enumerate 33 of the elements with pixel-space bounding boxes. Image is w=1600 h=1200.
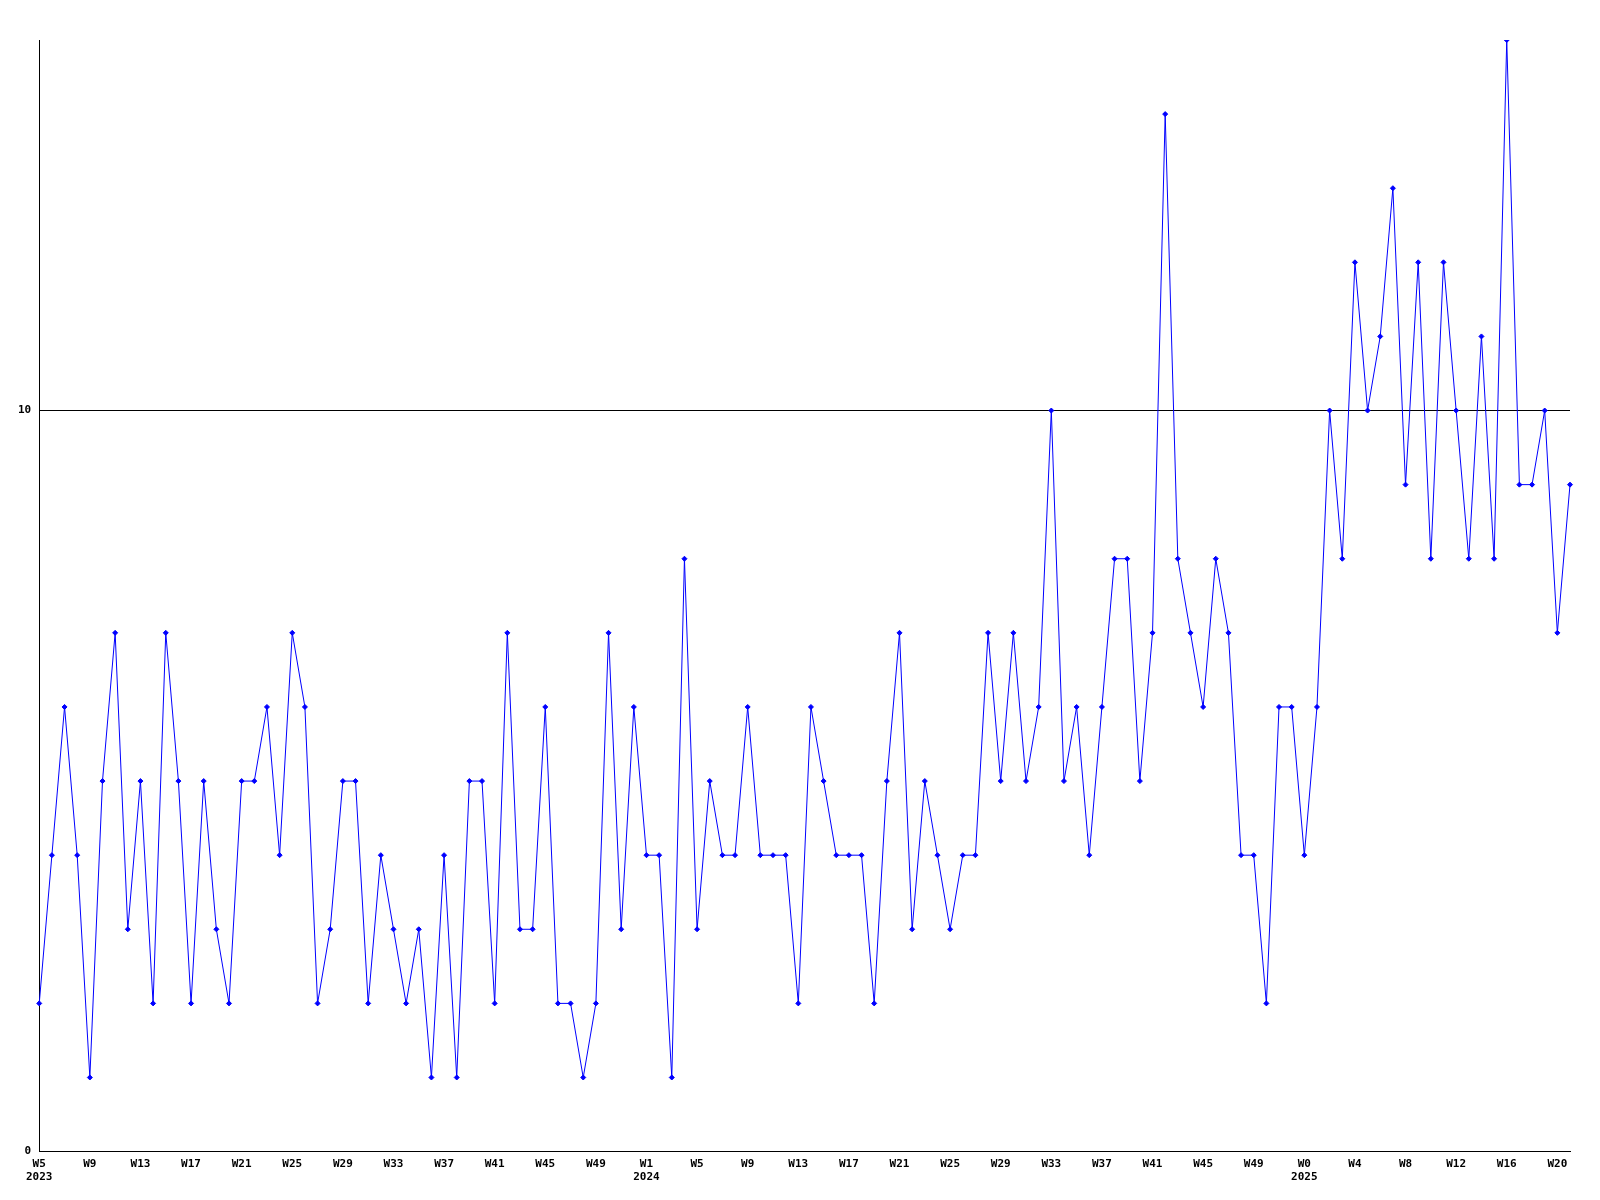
x-tick-label: W21	[889, 1157, 910, 1171]
x-tick-label: W45	[535, 1157, 556, 1171]
x-tick-label: W21	[231, 1157, 252, 1171]
x-tick-label: W37	[1091, 1157, 1112, 1171]
x-tick-label: W17	[181, 1157, 201, 1171]
x-tick-label: W41	[1142, 1157, 1163, 1171]
x-tick-label: W49	[585, 1157, 606, 1171]
x-tick-label: W8	[1398, 1157, 1413, 1171]
x-tick-label: W5	[690, 1157, 704, 1171]
x-tick-label: W12	[1446, 1157, 1467, 1171]
x-tick-label: W16	[1496, 1157, 1518, 1171]
x-tick-label: W5 2023	[26, 1157, 53, 1184]
x-tick-label: W41	[484, 1157, 505, 1171]
x-tick-label: W37	[434, 1157, 455, 1171]
x-tick-label: W29	[332, 1157, 353, 1171]
x-tick-label: W4	[1348, 1157, 1362, 1171]
x-tick-label: W17	[838, 1157, 859, 1171]
x-tick-label: W0 2025	[1291, 1157, 1318, 1184]
x-tick-label: W25	[940, 1157, 961, 1171]
x-tick-label: W33	[1041, 1157, 1062, 1171]
x-tick-label: W29	[990, 1157, 1011, 1171]
x-tick-label: W20	[1547, 1157, 1568, 1171]
x-tick-label: W13	[130, 1157, 151, 1171]
x-tick-label: W9	[741, 1157, 755, 1171]
x-tick-label: W9	[83, 1157, 97, 1171]
x-tick-label: W25	[282, 1157, 303, 1171]
x-tick-label: W33	[383, 1157, 404, 1171]
y-tick-label: 0	[24, 1144, 32, 1158]
x-tick-label: W45	[1193, 1157, 1214, 1171]
x-tick-label: W13	[788, 1157, 809, 1171]
x-tick-label: W49	[1243, 1157, 1264, 1171]
y-tick-label: 10	[18, 403, 32, 417]
x-tick-label: W1 2024	[633, 1157, 661, 1184]
